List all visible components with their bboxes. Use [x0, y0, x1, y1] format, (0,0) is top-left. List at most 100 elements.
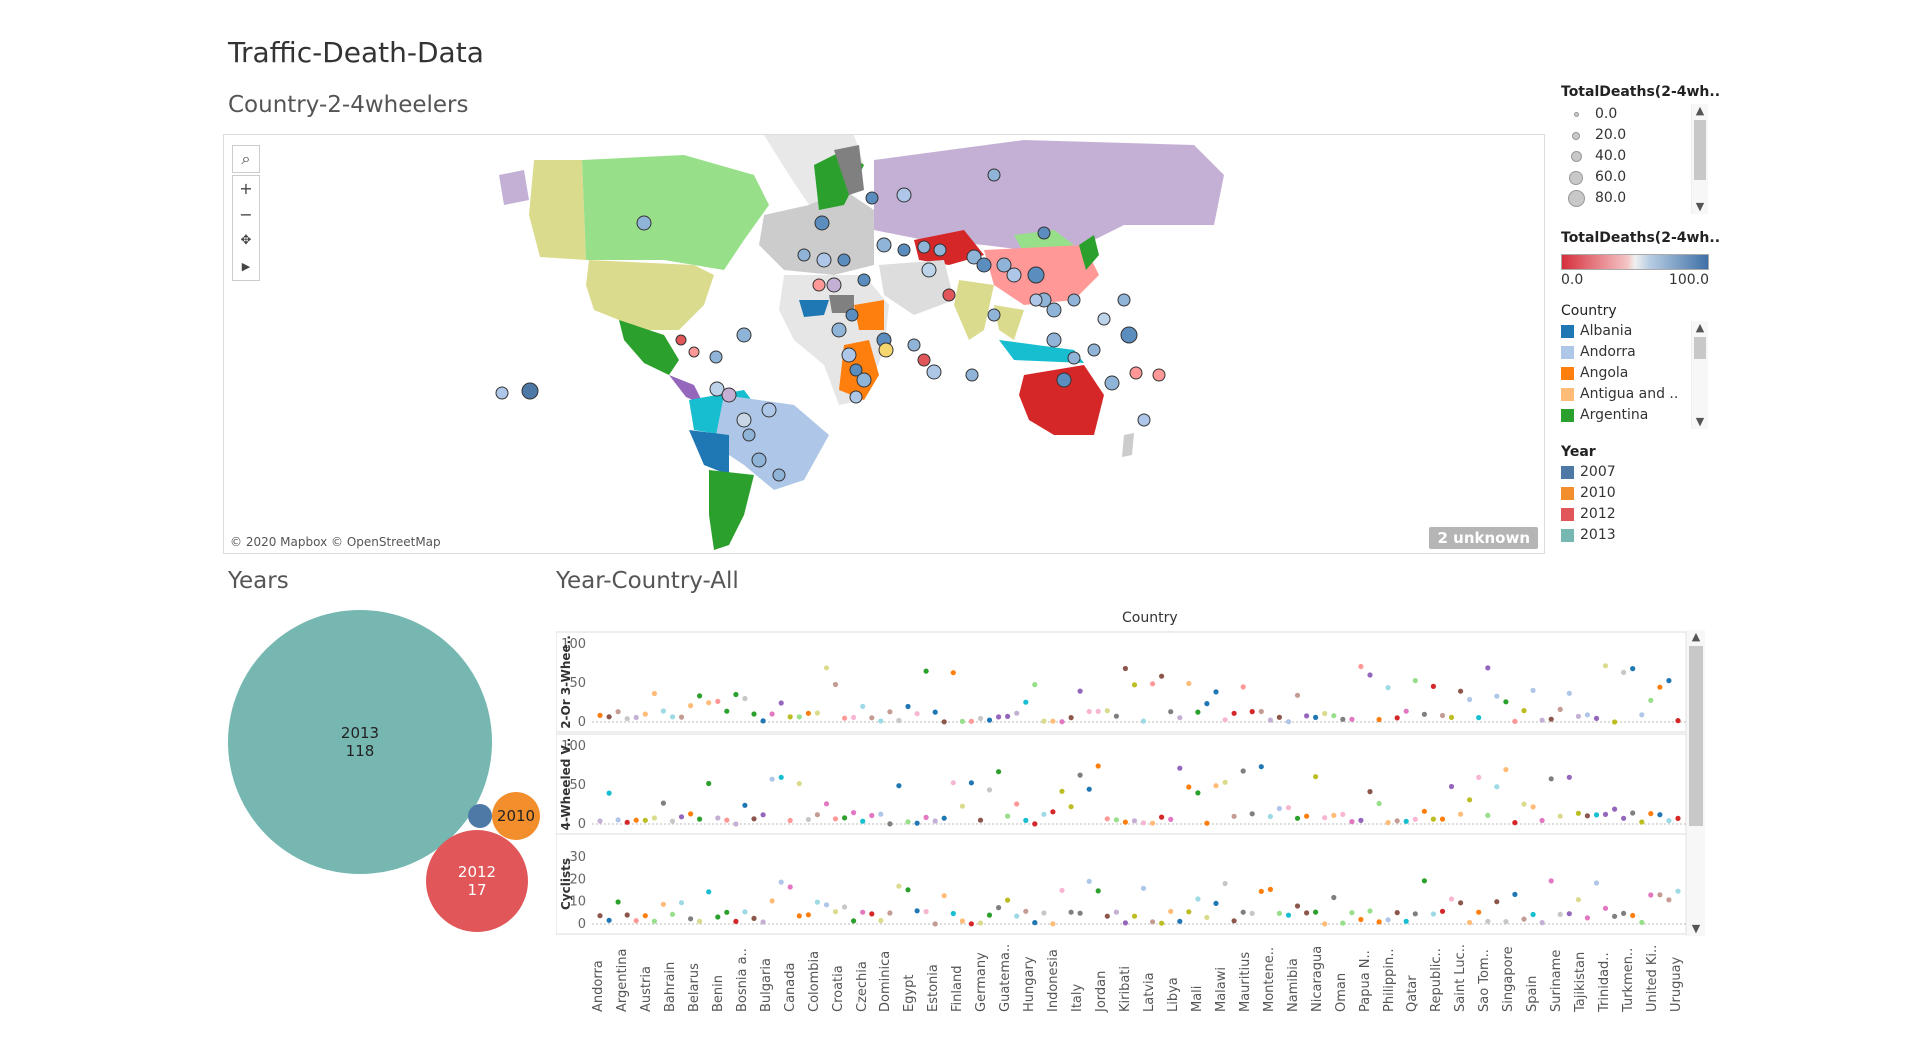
scatter-point[interactable]: [1041, 718, 1047, 724]
map-marker[interactable]: [675, 334, 687, 346]
scatter-point[interactable]: [1213, 689, 1219, 695]
scatter-point[interactable]: [1322, 815, 1328, 821]
scatter-point[interactable]: [1313, 909, 1319, 915]
scatter-point[interactable]: [769, 776, 775, 782]
scatter-point[interactable]: [1458, 811, 1464, 817]
scatter-point[interactable]: [1557, 813, 1563, 819]
scatter-point[interactable]: [751, 915, 757, 921]
scatter-point[interactable]: [633, 714, 639, 721]
scatter-point[interactable]: [1285, 805, 1292, 811]
scatter-point[interactable]: [923, 668, 929, 674]
scatter-point[interactable]: [1621, 669, 1627, 675]
scatter-point[interactable]: [968, 921, 974, 927]
map-search-control[interactable]: ⌕: [232, 145, 260, 173]
scatter-point[interactable]: [1267, 886, 1273, 892]
scatter-point[interactable]: [851, 810, 857, 816]
scatter-point[interactable]: [1593, 715, 1600, 721]
scatter-point[interactable]: [1666, 678, 1672, 684]
scatter-point[interactable]: [769, 898, 775, 904]
scatter-point[interactable]: [1285, 719, 1292, 725]
scatter-point[interactable]: [1675, 815, 1681, 821]
scatter-point[interactable]: [1630, 810, 1636, 816]
scatter-point[interactable]: [1530, 911, 1536, 918]
map-marker[interactable]: [772, 468, 786, 482]
scatter-point[interactable]: [1485, 918, 1491, 924]
scatter-point[interactable]: [1240, 684, 1246, 690]
map-marker[interactable]: [751, 452, 767, 468]
scatter-point[interactable]: [1575, 713, 1581, 719]
scatter-point[interactable]: [1258, 708, 1264, 715]
scatter-point[interactable]: [1539, 717, 1545, 723]
scatter-point[interactable]: [733, 918, 739, 924]
scatter-point[interactable]: [1222, 880, 1228, 887]
scatter-point[interactable]: [1258, 888, 1264, 894]
scatter-point[interactable]: [1430, 911, 1436, 917]
map-marker[interactable]: [1029, 293, 1043, 307]
scatter-point[interactable]: [1657, 812, 1663, 818]
scatter-point[interactable]: [1566, 690, 1572, 696]
map-marker[interactable]: [926, 364, 942, 380]
scatter-point[interactable]: [1612, 913, 1618, 919]
scatter-point[interactable]: [1675, 888, 1681, 894]
scatter-point[interactable]: [1313, 774, 1319, 780]
scatter-point[interactable]: [1150, 681, 1156, 687]
scatter-point[interactable]: [1249, 910, 1255, 916]
scatter-point[interactable]: [1503, 919, 1509, 925]
scatter-point[interactable]: [1367, 908, 1373, 914]
scatter-point[interactable]: [1023, 908, 1029, 914]
map-marker[interactable]: [816, 252, 832, 268]
scatter-point[interactable]: [642, 913, 648, 919]
scatter-point[interactable]: [1267, 813, 1273, 820]
scatter-point[interactable]: [697, 693, 703, 699]
map-marker[interactable]: [831, 322, 847, 338]
scatter-point[interactable]: [1005, 713, 1011, 719]
scatter-point[interactable]: [1140, 885, 1147, 891]
scatter-point[interactable]: [1539, 817, 1545, 824]
scatter-point[interactable]: [860, 909, 866, 915]
scatter-point[interactable]: [651, 815, 657, 821]
scatter-point[interactable]: [1494, 784, 1500, 790]
map-marker[interactable]: [1087, 343, 1101, 357]
scatter-point[interactable]: [996, 769, 1002, 775]
scatter-point[interactable]: [1014, 913, 1020, 919]
scatter-point[interactable]: [606, 790, 612, 796]
scatter-point[interactable]: [1421, 711, 1427, 717]
scatter-point[interactable]: [678, 714, 685, 720]
map-marker[interactable]: [495, 386, 509, 400]
scatter-point[interactable]: [1430, 683, 1436, 689]
map-canvas[interactable]: [224, 135, 1544, 553]
scatter-point[interactable]: [1068, 804, 1074, 810]
scatter-point[interactable]: [1204, 701, 1210, 707]
map-marker[interactable]: [933, 243, 947, 257]
scatter-point[interactable]: [878, 917, 884, 924]
scatter-point[interactable]: [1304, 713, 1310, 719]
scatter-point[interactable]: [1639, 712, 1645, 718]
scatter-point[interactable]: [851, 714, 857, 720]
scatter-point[interactable]: [923, 909, 929, 915]
scatter-point[interactable]: [660, 708, 666, 714]
scatter-point[interactable]: [787, 714, 793, 720]
scatter-point[interactable]: [1331, 894, 1337, 901]
scatter-point[interactable]: [660, 901, 666, 907]
scatter-point[interactable]: [1421, 878, 1427, 884]
scatter-point[interactable]: [1358, 817, 1364, 823]
scatter-point[interactable]: [624, 912, 630, 918]
map-marker[interactable]: [987, 168, 1001, 182]
scatter-point[interactable]: [697, 816, 703, 822]
scatter-point[interactable]: [1276, 910, 1282, 916]
scatter-point[interactable]: [1231, 918, 1237, 924]
scatter-point[interactable]: [932, 818, 938, 824]
scatter-point[interactable]: [1602, 811, 1609, 817]
scatter-point[interactable]: [1213, 783, 1219, 789]
scatter-point[interactable]: [778, 879, 784, 885]
scatter-point[interactable]: [805, 912, 811, 918]
scatter-point[interactable]: [1267, 717, 1273, 723]
scatter-point[interactable]: [914, 711, 920, 717]
scatter-point[interactable]: [1276, 714, 1282, 720]
scatter-point[interactable]: [896, 717, 902, 724]
year-legend-item[interactable]: 2012: [1561, 504, 1711, 525]
scatter-point[interactable]: [832, 816, 839, 822]
scatter-point[interactable]: [1448, 896, 1455, 902]
map-marker[interactable]: [878, 342, 894, 358]
